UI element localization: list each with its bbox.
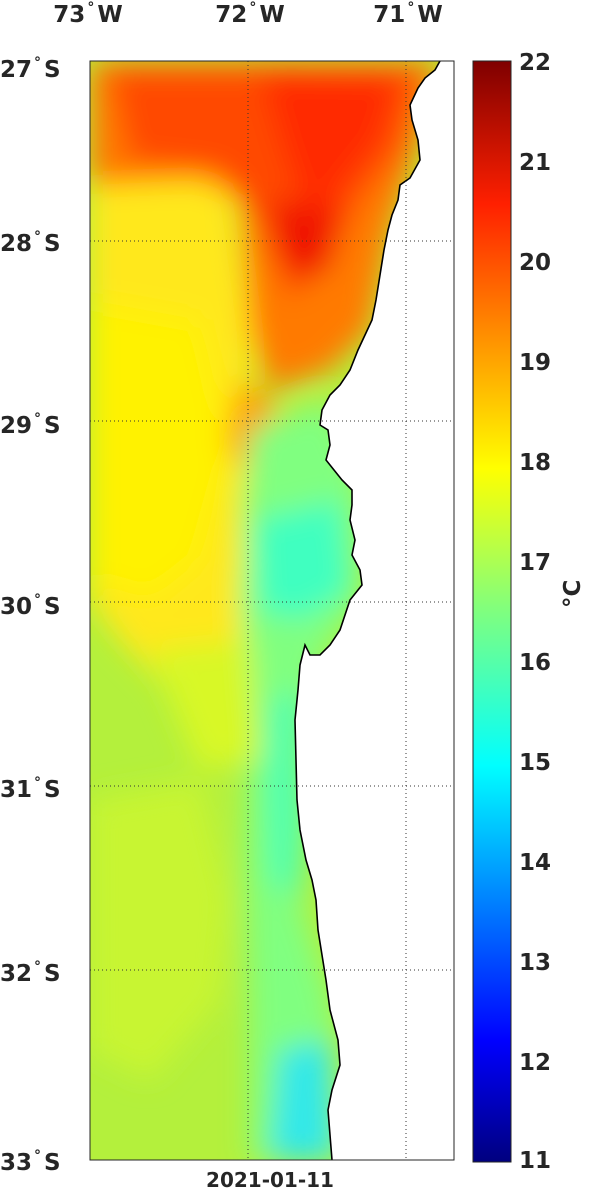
colorbar-tick: 16 [519, 650, 552, 676]
land-area [295, 61, 454, 1160]
colorbar [472, 60, 512, 1163]
lat-label-33: 33 ° S [0, 1148, 61, 1176]
colorbar-tick: 12 [519, 1050, 552, 1076]
colorbar-tick: 19 [519, 350, 552, 376]
colorbar-tick: 18 [519, 450, 552, 476]
coastline [294, 61, 441, 1160]
lat-label-27: 27 ° S [0, 55, 61, 83]
map-frame [89, 60, 455, 1161]
lat-label-29: 29 ° S [0, 411, 61, 439]
colorbar-unit-label: °C [560, 579, 586, 608]
colorbar-tick: 21 [519, 150, 552, 176]
colorbar-tick: 17 [519, 550, 552, 576]
colorbar-tick: 14 [519, 850, 552, 876]
colorbar-tick: 20 [519, 250, 552, 276]
lat-label-28: 28 ° S [0, 229, 61, 257]
colorbar-tick: 22 [519, 50, 552, 76]
map-grid [90, 61, 454, 1160]
lat-label-32: 32 ° S [0, 959, 61, 987]
lat-label-30: 30 ° S [0, 592, 61, 620]
colorbar-tick: 15 [519, 750, 552, 776]
lat-label-31: 31 ° S [0, 775, 61, 803]
temperature-field [90, 61, 454, 1160]
lon-label-71: 71 ° W [373, 0, 443, 28]
lon-label-73: 73 ° W [53, 0, 123, 28]
map-date: 2021-01-11 [206, 1168, 334, 1192]
lon-label-72: 72 ° W [215, 0, 285, 28]
colorbar-tick: 11 [519, 1148, 552, 1174]
colorbar-tick: 13 [519, 950, 552, 976]
